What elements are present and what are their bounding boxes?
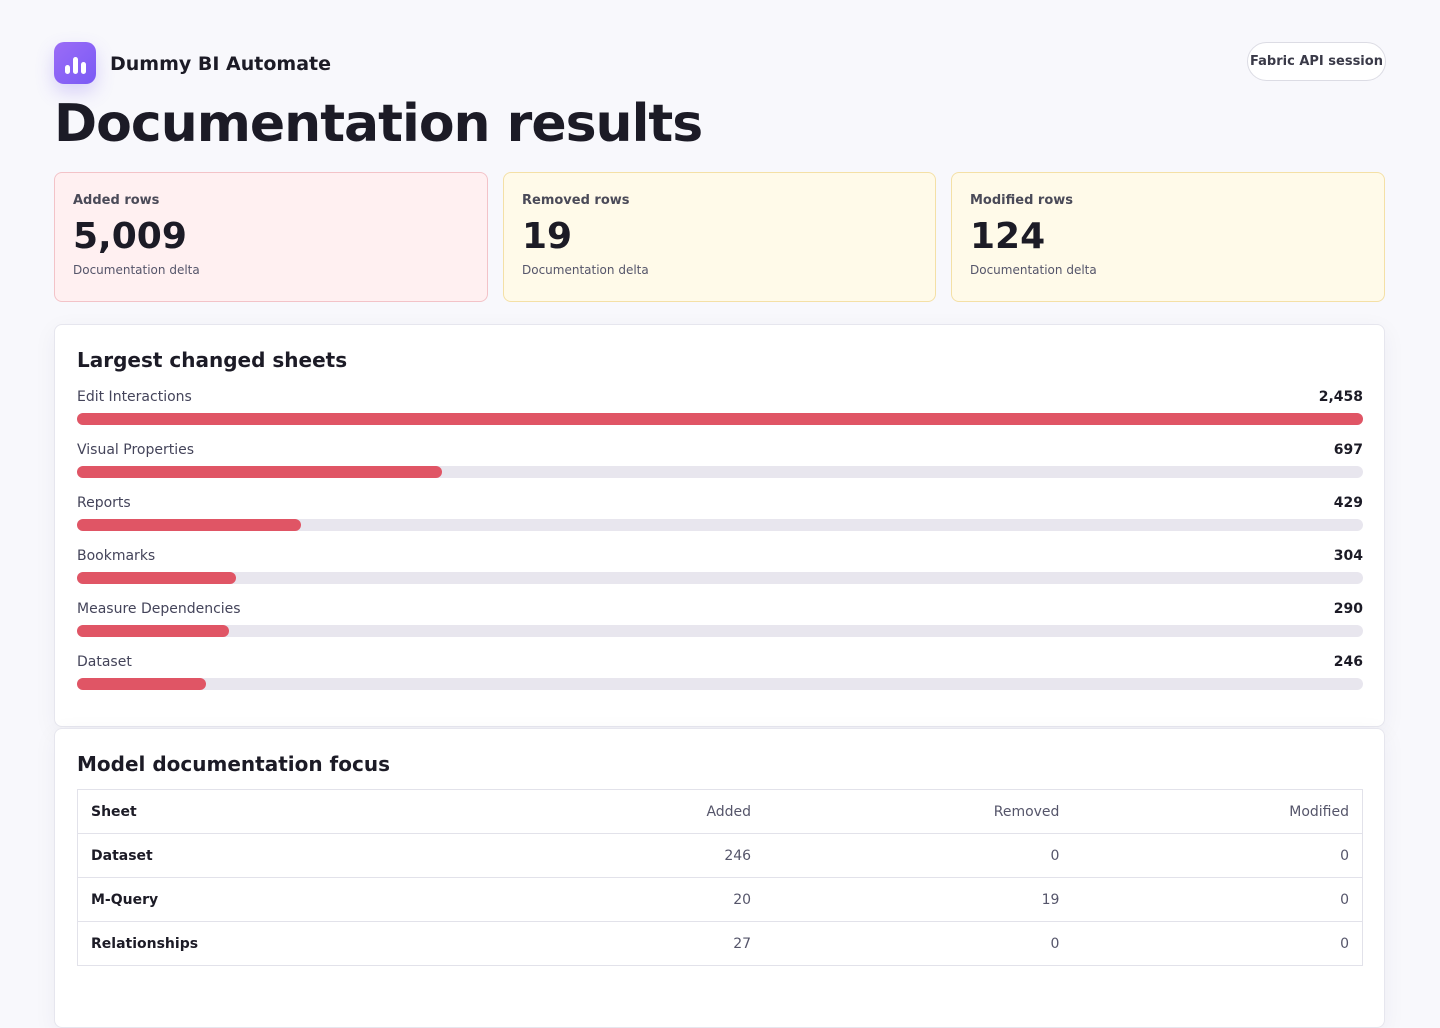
table-cell: 0: [764, 833, 1073, 878]
sheet-value: 290: [1333, 601, 1363, 617]
sheet-row: Measure Dependencies 290: [77, 601, 1363, 651]
page-title: Documentation results: [54, 94, 703, 154]
card-note: Documentation delta: [522, 263, 649, 277]
bar-track: [77, 572, 1363, 584]
sheet-row: Edit Interactions 2,458: [77, 389, 1363, 439]
column-header: Added: [526, 789, 765, 834]
sheet-label: Reports: [77, 495, 131, 511]
table-cell: M-Query: [77, 877, 527, 922]
sheet-label: Visual Properties: [77, 442, 194, 458]
session-button[interactable]: Fabric API session: [1247, 42, 1386, 81]
sheet-label: Dataset: [77, 654, 132, 670]
card-value: 124: [970, 216, 1046, 257]
page: Dummy BI Automate Fabric API session Doc…: [54, 42, 1386, 1028]
card-value: 5,009: [73, 216, 187, 257]
card-label: Modified rows: [970, 193, 1074, 208]
bar-track: [77, 413, 1363, 425]
app-logo: [54, 42, 96, 84]
sheet-row: Reports 429: [77, 495, 1363, 545]
bar-track: [77, 466, 1363, 478]
sheet-value: 304: [1333, 548, 1363, 564]
table-row: M-Query 20 19 0: [77, 877, 1363, 922]
sheet-label: Edit Interactions: [77, 389, 192, 405]
column-header: Removed: [764, 789, 1073, 834]
stat-card: Added rows 5,009 Documentation delta: [54, 172, 488, 302]
table-cell: 246: [526, 833, 765, 878]
table-cell: 0: [1072, 921, 1363, 966]
sheet-value: 246: [1333, 654, 1363, 670]
table-cell: 0: [1072, 833, 1363, 878]
card-label: Added rows: [73, 193, 160, 208]
sheet-value: 429: [1333, 495, 1363, 511]
table-cell: 20: [526, 877, 765, 922]
card-label: Removed rows: [522, 193, 630, 208]
card-value: 19: [522, 216, 573, 257]
column-header: Modified: [1072, 789, 1363, 834]
sheets-panel: Largest changed sheets Edit Interactions…: [54, 324, 1385, 727]
table-row: Relationships 27 0 0: [77, 921, 1363, 966]
table-cell: 0: [1072, 877, 1363, 922]
table-cell: 0: [764, 921, 1073, 966]
bar: [77, 572, 237, 584]
bar: [77, 413, 1363, 425]
bar-track: [77, 625, 1363, 637]
sheet-value: 2,458: [1318, 389, 1363, 405]
table-cell: 27: [526, 921, 765, 966]
table-row: Dataset 246 0 0: [77, 833, 1363, 878]
table-cell: Dataset: [77, 833, 527, 878]
table-panel: Model documentation focus Sheet Added Remo…: [54, 728, 1385, 1028]
bar-track: [77, 519, 1363, 531]
bar: [77, 678, 206, 690]
card-note: Documentation delta: [970, 263, 1097, 277]
sheet-row: Bookmarks 304: [77, 548, 1363, 598]
table-cell: 19: [764, 877, 1073, 922]
bar: [77, 466, 442, 478]
panel-title: Model documentation focus: [77, 752, 390, 776]
card-note: Documentation delta: [73, 263, 200, 277]
bar-track: [77, 678, 1363, 690]
stat-card: Removed rows 19 Documentation delta: [503, 172, 936, 302]
bar: [77, 519, 302, 531]
header-row: Sheet Added Removed Modified: [77, 789, 1363, 834]
table-cell: Relationships: [77, 921, 527, 966]
stat-card: Modified rows 124 Documentation delta: [951, 172, 1385, 302]
focus-table: Sheet Added Removed Modified Dataset 246 0 0 M-Q…: [77, 789, 1363, 966]
sheet-value: 697: [1333, 442, 1363, 458]
app-name: Dummy BI Automate: [110, 53, 332, 75]
bar: [77, 625, 229, 637]
sheet-row: Visual Properties 697: [77, 442, 1363, 492]
sheet-label: Bookmarks: [77, 548, 156, 564]
sheet-label: Measure Dependencies: [77, 601, 241, 617]
column-header: Sheet: [77, 789, 527, 834]
panel-title: Largest changed sheets: [77, 348, 348, 372]
sheet-row: Dataset 246: [77, 654, 1363, 704]
